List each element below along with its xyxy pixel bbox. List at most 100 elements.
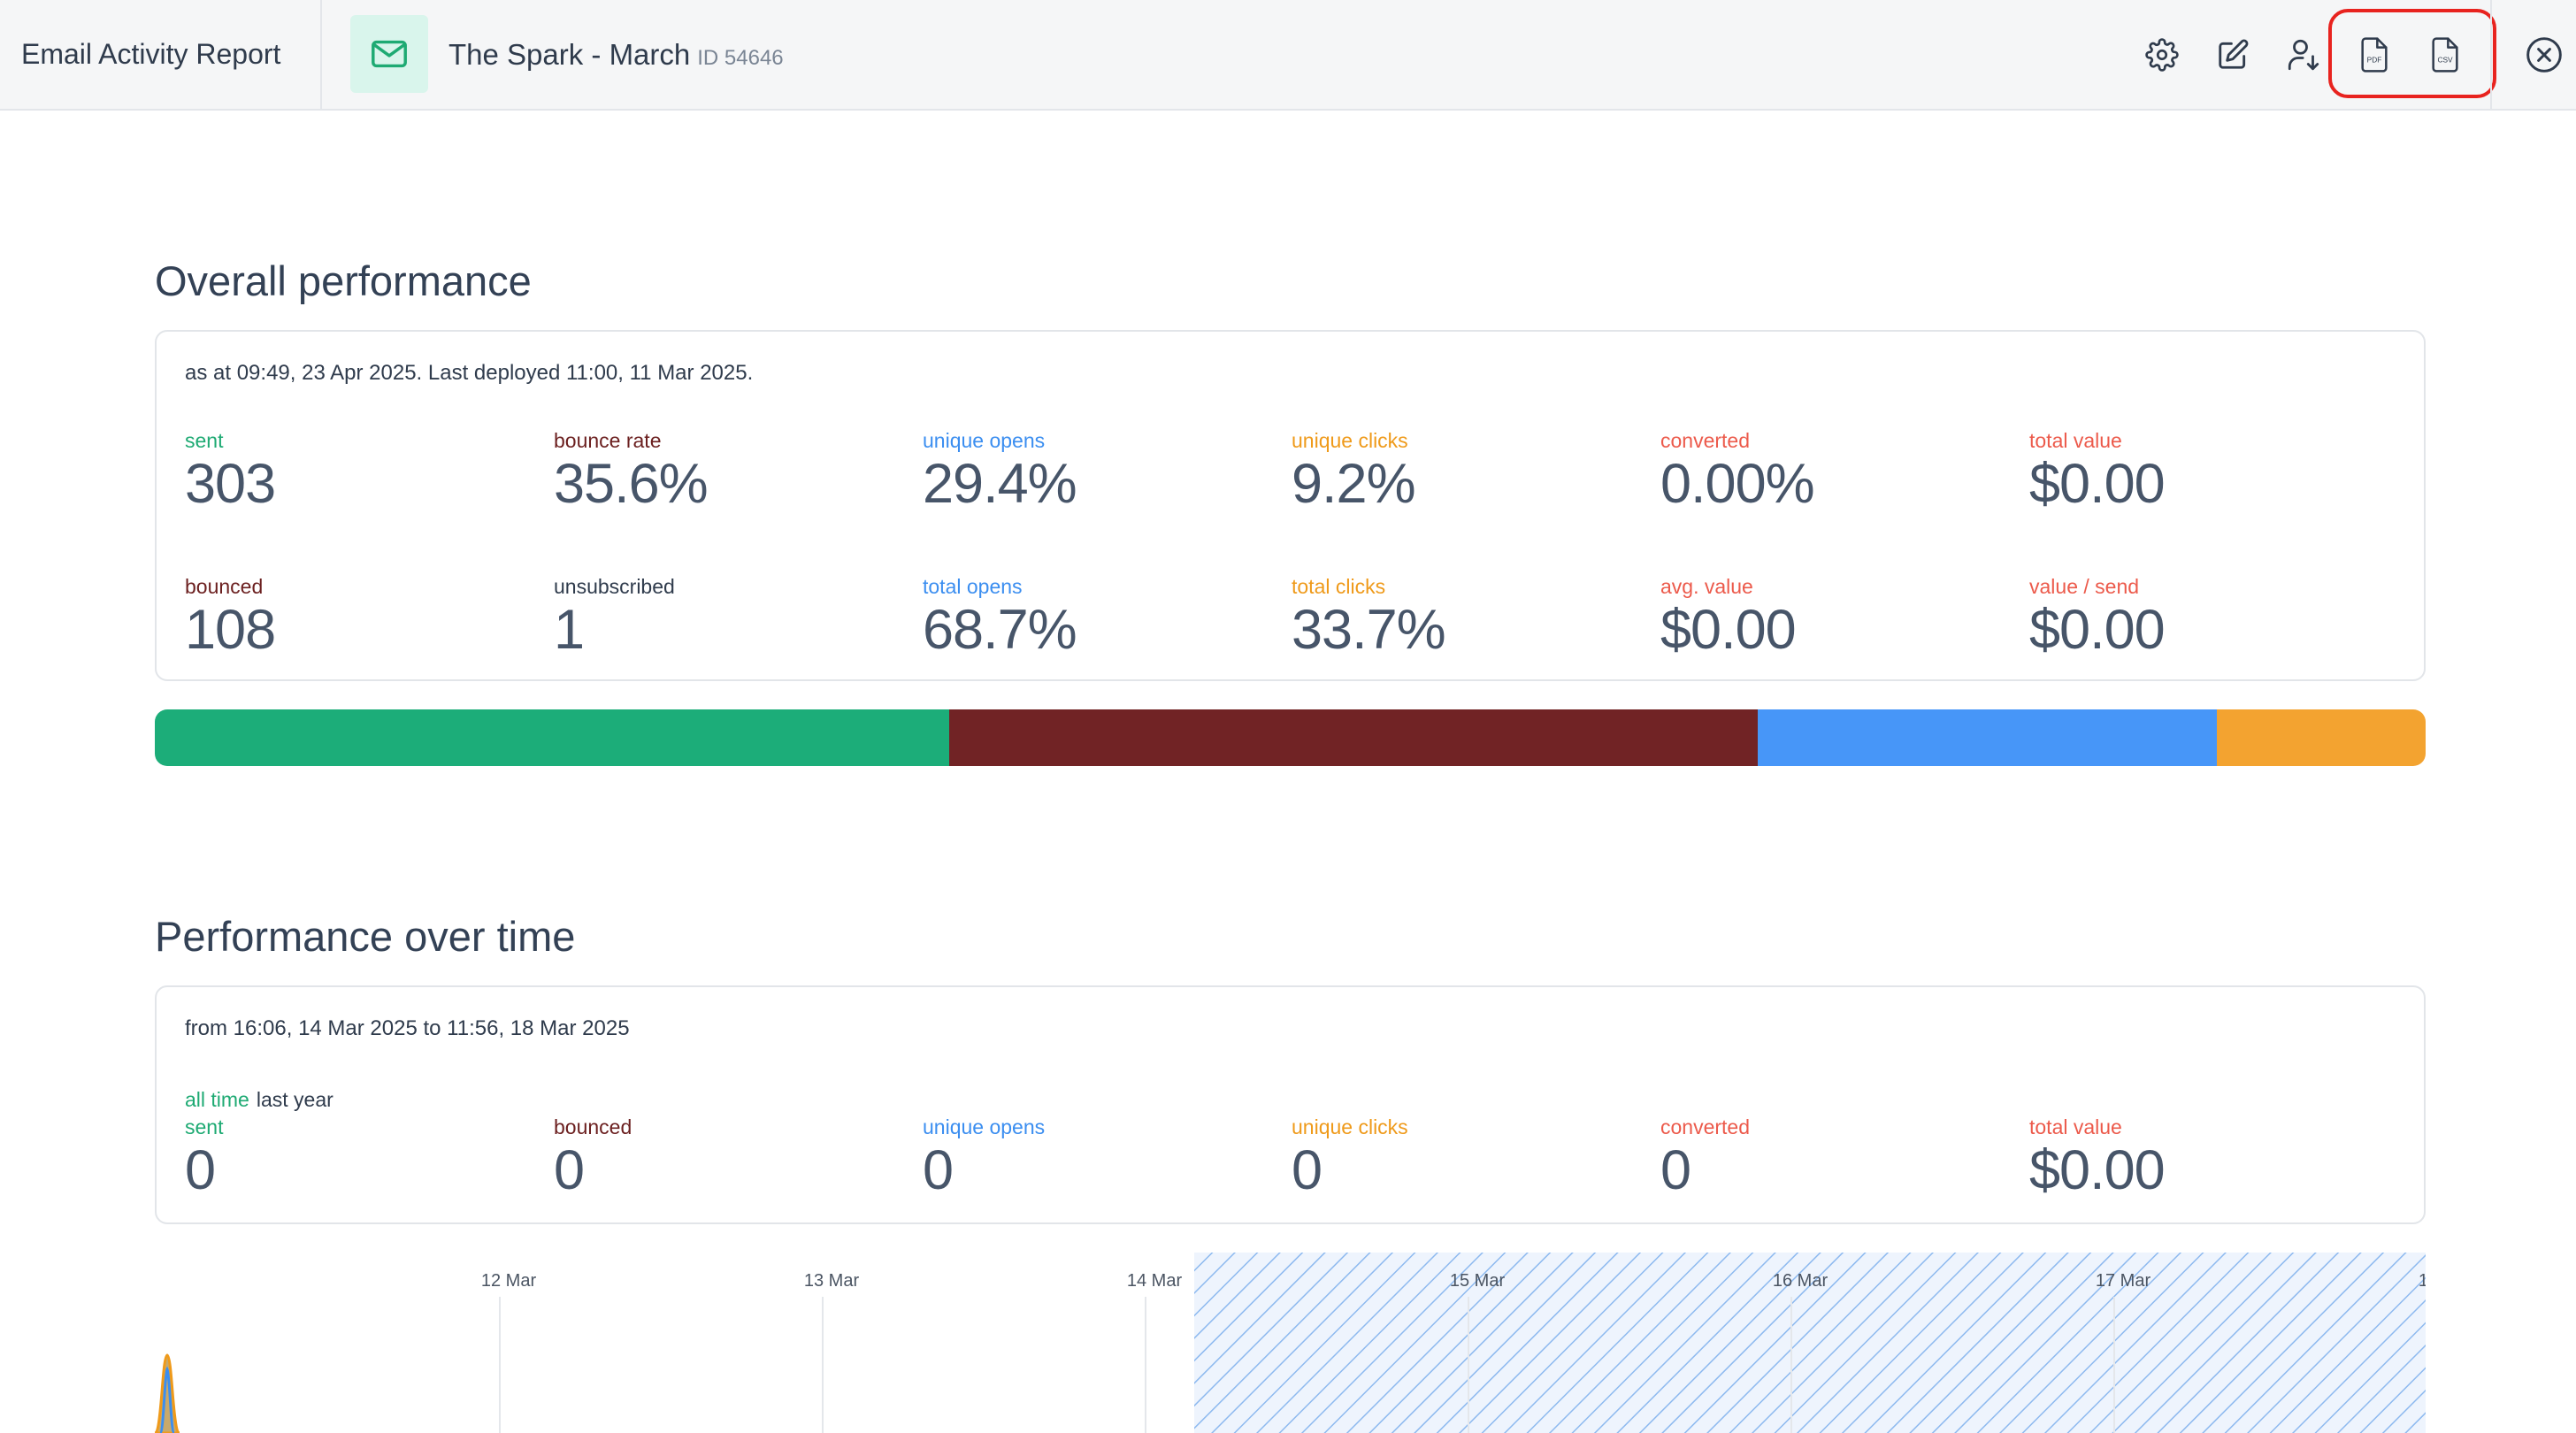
chart-x-tick-label: 12 Mar [481,1271,537,1291]
stat-value: 0 [554,1139,585,1201]
chart-x-tick-label: 18 Mar [2419,1271,2426,1291]
range-last-year[interactable]: last year [256,1088,334,1111]
stat-label: unsubscribed [554,575,675,598]
stat-value: $0.00 [2029,1139,2166,1201]
chart-x-tick-label: 13 Mar [804,1271,860,1291]
performance-over-time-title: Performance over time [155,913,576,960]
stat-value: 33.7% [1292,599,1446,661]
pdf-export-icon: PDF [2361,37,2388,73]
export-contacts-button[interactable] [2282,34,2325,76]
stat-bounce-rate: bounce rate 35.6% [554,429,908,516]
gear-icon [2145,38,2179,72]
performance-bar-segment-unique-opens [1758,709,2217,766]
stat-value: 68.7% [923,599,1077,661]
stat-unique-opens: unique opens 29.4% [923,429,1276,516]
performance-bar-segment-sent [155,709,950,766]
campaign-name: The Spark - March [448,38,691,71]
stat-value: 0.00% [1660,453,1815,515]
stat-total-clicks: total clicks 33.7% [1292,575,1645,662]
stat-value: 0 [1292,1139,1322,1201]
performance-chart[interactable]: 12 Mar 13 Mar 14 Mar 15 Mar 16 Mar 17 Mar 18 M… [155,1251,2426,1433]
stat-total-value: total value $0.00 [2029,429,2383,516]
stat-label: value / send [2029,575,2140,598]
mail-icon [372,40,407,68]
stat-label: converted [1660,429,1751,452]
stat-label: sent [185,1115,224,1138]
stat-label: unique clicks [1292,429,1408,452]
stat-sent: sent 0 [185,1115,539,1202]
stat-total-value: total value $0.00 [2029,1115,2383,1202]
chart-line-series [158,1366,176,1433]
chart-selected-range[interactable] [1194,1253,2426,1433]
stat-value: 0 [923,1139,954,1201]
stat-converted: converted 0.00% [1660,429,2014,516]
campaign-type-badge [350,15,428,93]
performance-over-time-card: from 16:06, 14 Mar 2025 to 11:56, 18 Mar… [155,985,2426,1224]
csv-export-icon: CSV [2432,37,2458,73]
performance-bar-segment-bounced [949,709,1759,766]
stat-value: 0 [185,1139,216,1201]
stat-value: 303 [185,453,276,515]
stat-label: bounce rate [554,429,662,452]
stat-total-opens: total opens 68.7% [923,575,1276,662]
stat-label: unique clicks [1292,1115,1408,1138]
stat-label: bounced [185,575,264,598]
performance-bar-segment-unique-clicks [2216,709,2426,766]
stat-label: sent [185,429,224,452]
divider [2490,0,2492,111]
export-highlight-box [2328,9,2496,98]
stat-bounced: bounced 108 [185,575,539,662]
stat-converted: converted 0 [1660,1115,2014,1202]
stat-value: 29.4% [923,453,1077,515]
stat-bounced: bounced 0 [554,1115,908,1202]
top-bar: Email Activity Report The Spark - March I… [0,0,2576,111]
stat-value-send: value / send $0.00 [2029,575,2383,662]
chart-x-tick-label: 17 Mar [2096,1271,2151,1291]
campaign-title: The Spark - March ID 54646 [448,0,784,111]
edit-icon [2219,39,2249,69]
export-pdf-button[interactable]: PDF [2353,34,2396,76]
edit-button[interactable] [2212,34,2254,76]
export-csv-button[interactable]: CSV [2424,34,2466,76]
pdf-icon-label: PDF [2367,55,2382,64]
chart-svg: 12 Mar 13 Mar 14 Mar 15 Mar 16 Mar 17 Mar 18 M… [155,1253,2426,1433]
range-toggle: all time last year [185,1088,341,1112]
settings-button[interactable] [2141,34,2183,76]
stat-value: 1 [554,599,585,661]
stat-value: $0.00 [2029,453,2166,515]
chart-x-tick-label: 15 Mar [1450,1271,1506,1291]
overall-performance-title: Overall performance [155,257,532,304]
performance-bar [155,709,2426,766]
range-all-time[interactable]: all time [185,1088,249,1111]
stat-label: converted [1660,1115,1751,1138]
time-range-text: from 16:06, 14 Mar 2025 to 11:56, 18 Mar… [185,1016,630,1040]
stat-value: $0.00 [1660,599,1797,661]
stat-label: avg. value [1660,575,1753,598]
stat-value: 108 [185,599,276,661]
stat-label: unique opens [923,1115,1046,1138]
overall-performance-card: as at 09:49, 23 Apr 2025. Last deployed … [155,330,2426,681]
csv-icon-label: CSV [2437,55,2453,64]
stat-value: 9.2% [1292,453,1416,515]
stat-value: 35.6% [554,453,709,515]
stat-label: unique opens [923,429,1046,452]
divider [320,0,322,111]
report-timestamp: as at 09:49, 23 Apr 2025. Last deployed … [185,361,754,385]
stat-value: 0 [1660,1139,1691,1201]
close-button[interactable] [2523,34,2565,76]
stat-sent: sent 303 [185,429,539,516]
chart-x-tick-label: 16 Mar [1773,1271,1828,1291]
stat-label: total opens [923,575,1023,598]
user-download-icon [2288,39,2319,71]
chart-x-tick-label: 14 Mar [1127,1271,1183,1291]
stat-value: $0.00 [2029,599,2166,661]
stat-unique-opens: unique opens 0 [923,1115,1276,1202]
chart-area-series [155,1353,181,1433]
stat-unique-clicks: unique clicks 0 [1292,1115,1645,1202]
stat-label: total value [2029,1115,2122,1138]
stat-unique-clicks: unique clicks 9.2% [1292,429,1645,516]
app-title: Email Activity Report [21,38,281,70]
stat-label: total clicks [1292,575,1386,598]
campaign-id: ID 54646 [697,46,784,70]
close-circle-icon [2526,37,2562,73]
